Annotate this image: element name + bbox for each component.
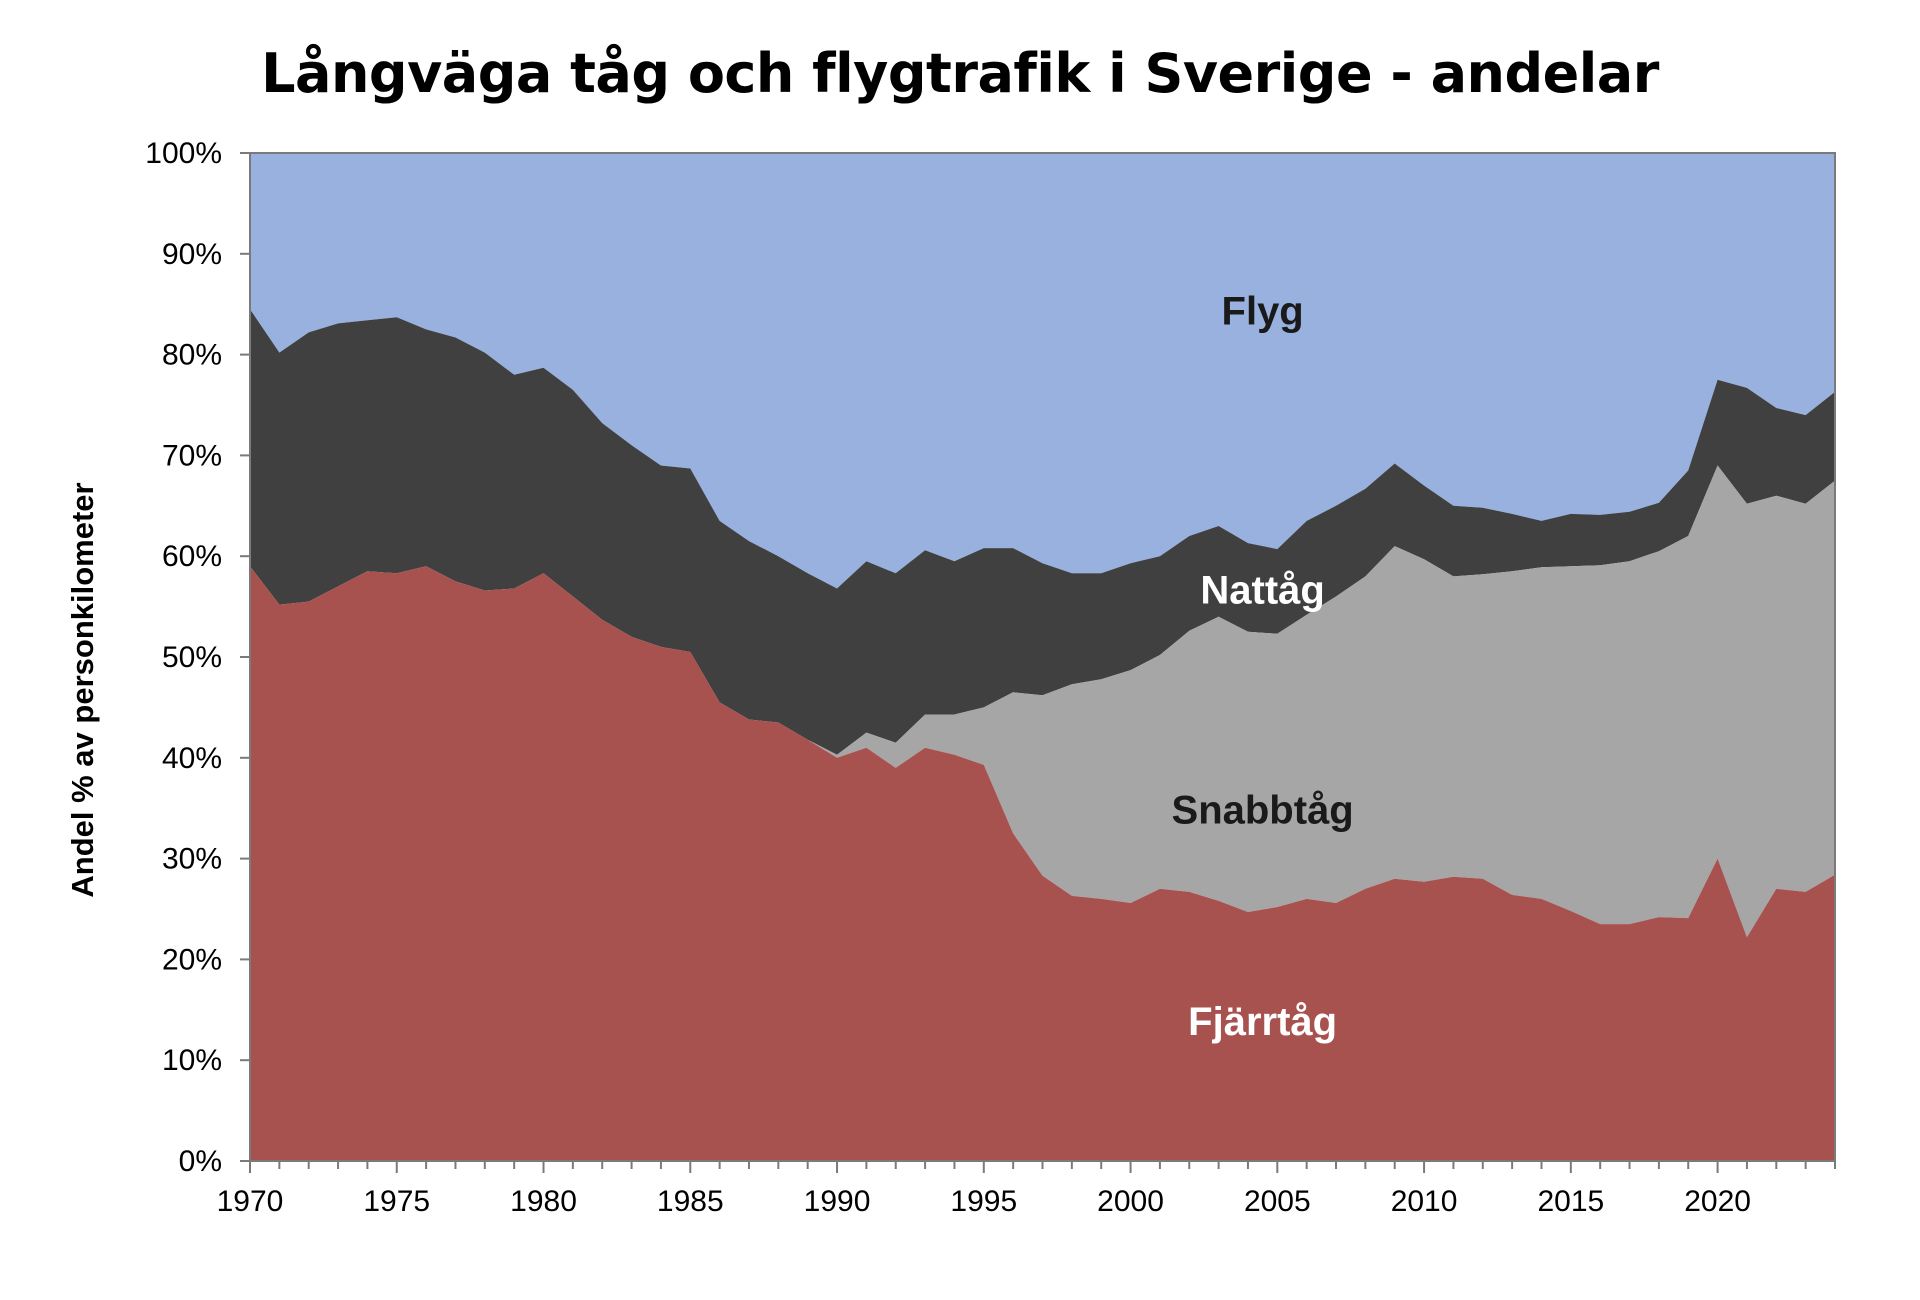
area-layers: [250, 153, 1835, 1161]
y-tick-label: 100%: [145, 137, 222, 170]
series-label-fjärrtåg: Fjärrtåg: [1188, 1000, 1337, 1044]
y-tick-label: 40%: [162, 742, 222, 775]
y-axis-label: Andel % av personkilometer: [65, 482, 100, 897]
area-snabbtåg: [250, 465, 1835, 938]
x-tick-label: 2005: [1244, 1185, 1311, 1218]
series-label-nattåg: Nattåg: [1200, 569, 1324, 613]
area-fjärrtåg: [250, 566, 1835, 1161]
y-tick-label: 60%: [162, 540, 222, 573]
x-tick-label: 1980: [510, 1185, 577, 1218]
y-tick-label: 90%: [162, 238, 222, 271]
y-tick-label: 30%: [162, 843, 222, 876]
y-tick-label: 10%: [162, 1044, 222, 1077]
x-axis: 1970 1975 1980 1985 1990 1995 2000 2005 2010 2015…: [217, 1161, 1836, 1218]
series-label-snabbtåg: Snabbtåg: [1172, 788, 1354, 832]
x-tick-label: 2015: [1537, 1185, 1604, 1218]
x-tick-label: 2020: [1684, 1185, 1751, 1218]
y-tick-label: 80%: [162, 339, 222, 372]
x-tick-label: 1995: [950, 1185, 1017, 1218]
chart-title: Långväga tåg och flygtrafik i Sverige - …: [261, 42, 1659, 105]
y-tick-label: 50%: [162, 641, 222, 674]
series-labels: Fjärrtåg Snabbtåg Nattåg Flyg: [1172, 289, 1354, 1044]
y-axis: 0% 10% 20% 30% 40% 50% 60% 70% 80% 90% 100%: [145, 137, 250, 1178]
x-tick-label: 1970: [217, 1185, 284, 1218]
x-tick-label: 1985: [657, 1185, 724, 1218]
series-label-flyg: Flyg: [1222, 289, 1304, 333]
x-tick-label: 1990: [804, 1185, 871, 1218]
y-tick-label: 0%: [179, 1145, 222, 1178]
x-tick-label: 2000: [1097, 1185, 1164, 1218]
area-nattåg: [250, 309, 1835, 755]
x-tick-label: 2010: [1391, 1185, 1458, 1218]
area-flyg: [250, 153, 1835, 589]
x-tick-label: 1975: [363, 1185, 430, 1218]
y-tick-label: 70%: [162, 439, 222, 472]
y-tick-label: 20%: [162, 943, 222, 976]
